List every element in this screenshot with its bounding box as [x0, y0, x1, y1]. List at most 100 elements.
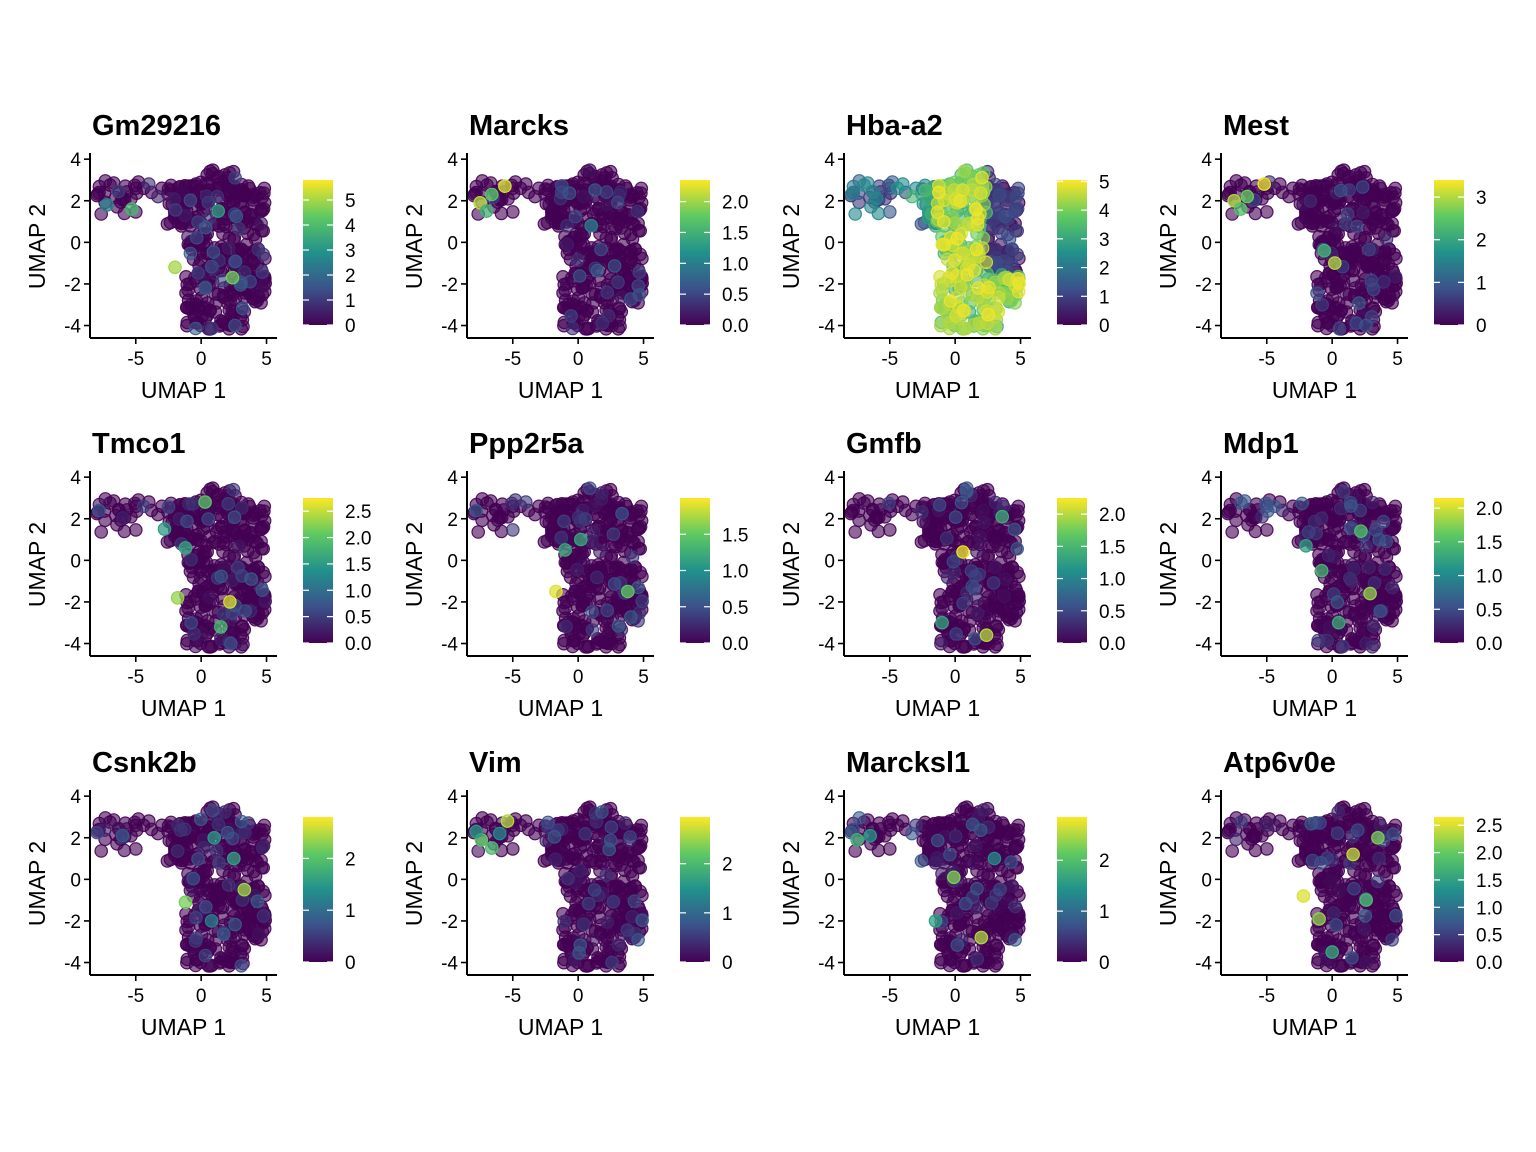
y-tick-label: -4	[441, 635, 458, 656]
cell-point-high	[227, 851, 241, 866]
x-axis-label: UMAP 1	[895, 377, 980, 403]
cell-point	[1360, 258, 1375, 272]
cell-point	[198, 948, 213, 963]
cell-point-high	[935, 615, 949, 630]
cell-point	[848, 525, 862, 539]
cell-point	[1355, 180, 1370, 194]
cell-point	[188, 321, 203, 336]
cell-point	[582, 163, 597, 177]
cell-point	[94, 525, 108, 539]
cell-point	[565, 321, 580, 336]
colorbar: 0.00.51.01.52.0	[680, 180, 748, 337]
cell-point	[1320, 315, 1334, 330]
cell-point	[1379, 232, 1394, 246]
cell-point	[254, 216, 268, 231]
cell-point	[939, 531, 954, 546]
cell-point	[881, 496, 896, 511]
cell-point	[957, 164, 971, 179]
cell-point	[554, 530, 569, 545]
cell-point	[1381, 257, 1396, 271]
cell-point	[600, 603, 614, 618]
y-axis-label: UMAP 2	[1155, 522, 1181, 607]
cell-point	[564, 309, 578, 323]
cell-point	[599, 185, 614, 199]
cell-point	[188, 639, 203, 654]
y-tick-label: 4	[824, 468, 835, 489]
cell-point	[90, 188, 104, 203]
cell-point	[1382, 289, 1397, 304]
cell-point	[1234, 496, 1248, 510]
cell-point	[128, 178, 142, 193]
cell-point	[504, 496, 519, 511]
cell-point	[585, 623, 600, 637]
cell-point	[620, 923, 635, 937]
cell-point	[214, 569, 228, 584]
colorbar-tick-label: 0	[722, 953, 733, 974]
cell-point	[976, 503, 991, 518]
cell-point-high	[995, 509, 1009, 524]
x-tick-label: 5	[1015, 349, 1026, 370]
cell-point	[1350, 219, 1364, 234]
cell-point	[949, 627, 963, 641]
colorbar-tick-label: 0.0	[722, 316, 748, 337]
scatter-points	[90, 163, 272, 336]
y-axis-label: UMAP 2	[778, 204, 804, 289]
colorbar-tick-label: 1.5	[1476, 533, 1502, 554]
cell-point	[1381, 218, 1395, 232]
y-tick-label: 0	[1201, 233, 1212, 254]
y-tick-label: -2	[1195, 275, 1212, 296]
colorbar-gradient	[1057, 180, 1087, 325]
colorbar-tick-label: 1	[345, 291, 356, 312]
cell-point	[187, 627, 201, 641]
cell-point	[1362, 242, 1376, 257]
cell-point	[547, 830, 562, 844]
cell-point	[965, 579, 980, 594]
colorbar: 012	[303, 817, 356, 974]
cell-point	[605, 171, 619, 185]
cell-point-high	[211, 204, 225, 218]
y-tick-label: -2	[441, 912, 458, 933]
cell-point	[890, 181, 905, 196]
cell-point	[1352, 296, 1366, 310]
cell-point	[142, 177, 156, 191]
cell-point	[943, 591, 957, 606]
x-tick-label: -5	[881, 667, 898, 688]
cell-point	[216, 315, 230, 329]
cell-point	[532, 499, 546, 514]
cell-point	[168, 203, 183, 217]
cell-point-high	[1233, 202, 1248, 216]
cell-point	[592, 591, 606, 606]
cell-point	[1388, 186, 1402, 200]
scatter-points	[1221, 481, 1403, 654]
cell-point	[997, 589, 1011, 603]
cell-point	[1372, 532, 1386, 547]
cell-point-high	[558, 543, 572, 557]
colorbar-tick-label: 2.0	[1099, 505, 1125, 526]
cell-point	[183, 193, 198, 208]
y-tick-label: 2	[70, 829, 81, 850]
colorbar-tick-label: 2.5	[345, 502, 371, 523]
cell-point	[945, 266, 959, 280]
cell-point	[136, 499, 151, 514]
cell-point	[595, 805, 609, 819]
cell-point	[1007, 841, 1022, 856]
x-axis-label: UMAP 1	[141, 377, 226, 403]
cell-point	[235, 301, 250, 316]
cell-point	[940, 889, 955, 904]
cell-point	[905, 189, 919, 204]
panel-title: Vim	[469, 747, 522, 779]
x-tick-label: 5	[1015, 667, 1026, 688]
cell-point	[212, 856, 226, 870]
colorbar-tick-label: 1.0	[345, 581, 371, 602]
colorbar-gradient	[1434, 498, 1464, 643]
cell-point	[1303, 194, 1318, 208]
cell-point	[186, 570, 201, 585]
cell-point	[585, 534, 599, 549]
cell-point	[586, 933, 600, 947]
cell-point	[947, 253, 962, 267]
cell-point-high	[214, 620, 228, 634]
cell-point	[1331, 296, 1346, 310]
